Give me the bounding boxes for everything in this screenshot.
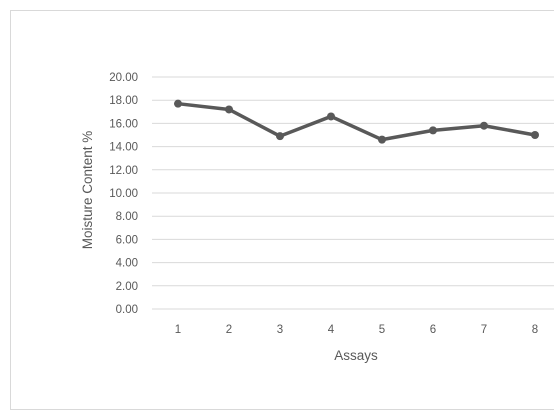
x-tick-label: 3 [277, 324, 283, 336]
y-tick-label: 10.00 [109, 188, 138, 200]
y-tick-label: 14.00 [109, 142, 138, 154]
data-point [276, 132, 284, 141]
data-point [531, 131, 539, 139]
data-point [480, 121, 488, 130]
line-chart: 0.00 2.00 4.00 6.00 8.00 10.00 12.00 14.00 16.00… [80, 72, 554, 363]
data-point [327, 112, 335, 121]
x-tick-label: 5 [379, 324, 385, 336]
x-axis-title: Assays [334, 348, 378, 363]
y-axis-title: Moisture Content % [80, 131, 95, 250]
gridlines [152, 76, 554, 310]
y-tick-label: 18.00 [109, 95, 138, 107]
x-tick-label: 2 [226, 324, 232, 336]
y-tick-label: 4.00 [116, 258, 138, 270]
y-tick-label: 12.00 [109, 165, 138, 177]
x-tick-label: 8 [532, 324, 538, 336]
x-tick-label: 4 [328, 324, 335, 336]
y-tick-label: 20.00 [109, 72, 138, 84]
y-tick-label: 0.00 [116, 304, 138, 316]
y-tick-label: 6.00 [116, 234, 138, 246]
x-tick-label: 6 [430, 324, 436, 336]
data-point [174, 99, 182, 108]
y-tick-label: 2.00 [116, 281, 138, 293]
y-axis-ticks: 0.00 2.00 4.00 6.00 8.00 10.00 12.00 14.00 16.00… [109, 72, 138, 316]
x-tick-label: 1 [175, 324, 181, 336]
y-tick-label: 16.00 [109, 118, 138, 130]
x-tick-label: 7 [481, 324, 487, 336]
data-point [378, 135, 386, 144]
series-group [174, 99, 539, 144]
y-tick-label: 8.00 [116, 211, 138, 223]
series-line [176, 101, 537, 142]
data-point [225, 105, 233, 114]
data-point [429, 126, 437, 135]
x-axis-ticks: 1 2 3 4 5 6 7 8 [175, 324, 538, 336]
